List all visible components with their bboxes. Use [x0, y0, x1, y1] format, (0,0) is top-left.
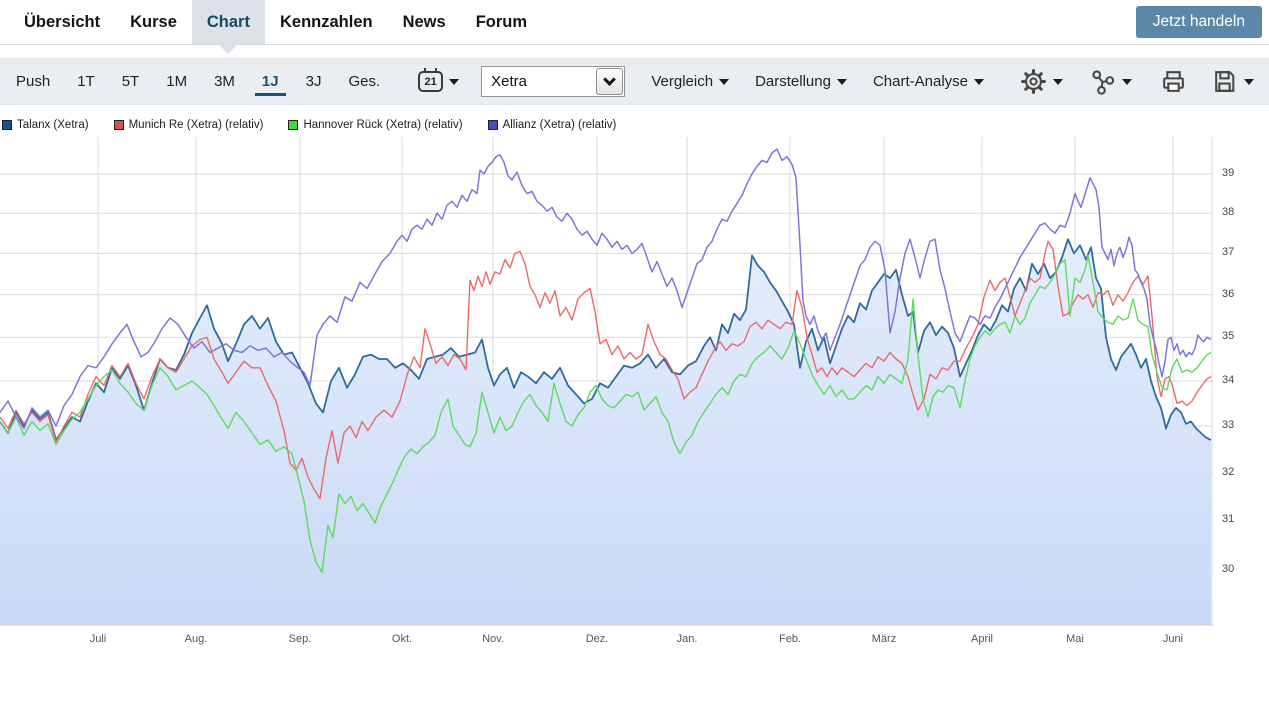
chevron-down-icon [1244, 78, 1254, 85]
share-button[interactable] [1089, 68, 1132, 95]
range-1t[interactable]: 1T [77, 72, 95, 90]
calendar-icon: 21 [418, 68, 444, 92]
nav-item-kennzahlen[interactable]: Kennzahlen [279, 12, 373, 31]
chevron-down-icon [719, 79, 730, 86]
range-3j[interactable]: 3J [305, 72, 322, 90]
gear-icon [1021, 69, 1046, 94]
chart-legend: Talanx (Xetra) Munich Re (Xetra) (relati… [0, 113, 1269, 137]
chevron-down-icon [1122, 78, 1132, 85]
y-axis-label: 33 [1222, 419, 1235, 432]
settings-button[interactable] [1020, 68, 1063, 95]
svg-text:Nov.: Nov. [482, 633, 504, 645]
range-ges[interactable]: Ges. [348, 72, 381, 90]
legend-item-munich-re[interactable]: Munich Re (Xetra) (relativ) [113, 119, 263, 131]
svg-text:Jan.: Jan. [677, 633, 698, 645]
svg-text:Mai: Mai [1066, 633, 1084, 645]
price-chart[interactable]: Juli Aug. Sep. Okt. Nov. Dez. Jan. Feb. März Apri… [0, 137, 1269, 657]
legend-marker [2, 120, 12, 130]
exchange-select-value: Xetra [491, 73, 527, 90]
nav-item-chart[interactable]: Chart [191, 0, 265, 54]
exchange-select[interactable]: Xetra [481, 66, 626, 97]
chevron-down-icon [1053, 78, 1063, 85]
chevron-down-icon [603, 72, 617, 86]
nav-item-kurse[interactable]: Kurse [130, 12, 177, 31]
active-tab-pointer [218, 44, 239, 54]
nav-item-forum[interactable]: Forum [475, 12, 528, 31]
svg-text:Okt.: Okt. [392, 633, 412, 645]
share-icon [1092, 70, 1115, 95]
legend-marker [487, 120, 498, 130]
range-1m[interactable]: 1M [166, 72, 188, 90]
y-axis-label: 31 [1222, 513, 1235, 526]
printer-icon [1163, 71, 1184, 92]
menu-chart-analyse[interactable]: Chart-Analyse [873, 73, 984, 90]
nav-item-uebersicht[interactable]: Übersicht [24, 12, 101, 31]
svg-text:Feb.: Feb. [779, 633, 801, 645]
range-3m[interactable]: 3M [214, 72, 235, 90]
chart-toolbar: Push 1T 5T 1M 3M 1J 3J Ges. 21 Xetra Ver… [0, 58, 1269, 105]
svg-text:Juni: Juni [1163, 633, 1183, 645]
legend-marker [113, 120, 124, 130]
chevron-down-icon [449, 78, 460, 85]
range-1j[interactable]: 1J [254, 68, 286, 96]
y-axis-label: 37 [1222, 246, 1235, 259]
top-navigation: Übersicht Kurse Chart Kennzahlen News Fo… [0, 0, 1269, 54]
date-range-picker[interactable]: 21 [418, 68, 460, 92]
legend-item-talanx[interactable]: Talanx (Xetra) [2, 119, 89, 131]
range-5t[interactable]: 5T [121, 72, 140, 90]
trade-now-button[interactable]: Jetzt handeln [1135, 6, 1262, 38]
y-axis-label: 39 [1222, 167, 1235, 179]
svg-text:Juli: Juli [90, 633, 107, 645]
chart-canvas[interactable]: Juli Aug. Sep. Okt. Nov. Dez. Jan. Feb. März Apri… [0, 137, 1213, 652]
y-axis: 39 38 37 36 35 34 33 32 31 30 [1222, 137, 1267, 657]
save-icon [1215, 71, 1235, 92]
y-axis-label: 32 [1222, 465, 1235, 478]
legend-item-hannover-rueck[interactable]: Hannover Rück (Xetra) (relativ) [288, 119, 463, 131]
menu-vergleich[interactable]: Vergleich [651, 73, 730, 90]
print-button[interactable] [1160, 68, 1187, 95]
svg-text:März: März [872, 633, 896, 645]
select-dropdown-button[interactable] [596, 68, 624, 95]
chevron-down-icon [974, 79, 984, 86]
svg-text:Sep.: Sep. [289, 633, 312, 645]
y-axis-label: 35 [1222, 330, 1235, 343]
svg-text:Aug.: Aug. [185, 633, 208, 645]
svg-text:April: April [971, 633, 993, 645]
y-axis-label: 34 [1222, 374, 1235, 387]
nav-item-news[interactable]: News [402, 12, 446, 31]
legend-marker [288, 120, 299, 130]
y-axis-label: 30 [1222, 562, 1235, 575]
save-button[interactable] [1211, 68, 1254, 95]
chevron-down-icon [836, 79, 847, 86]
push-toggle[interactable]: Push [16, 72, 51, 90]
y-axis-label: 38 [1222, 206, 1235, 219]
y-axis-label: 36 [1222, 287, 1235, 300]
svg-text:Dez.: Dez. [586, 633, 609, 645]
legend-item-allianz[interactable]: Allianz (Xetra) (relativ) [487, 119, 616, 131]
menu-darstellung[interactable]: Darstellung [755, 73, 847, 90]
